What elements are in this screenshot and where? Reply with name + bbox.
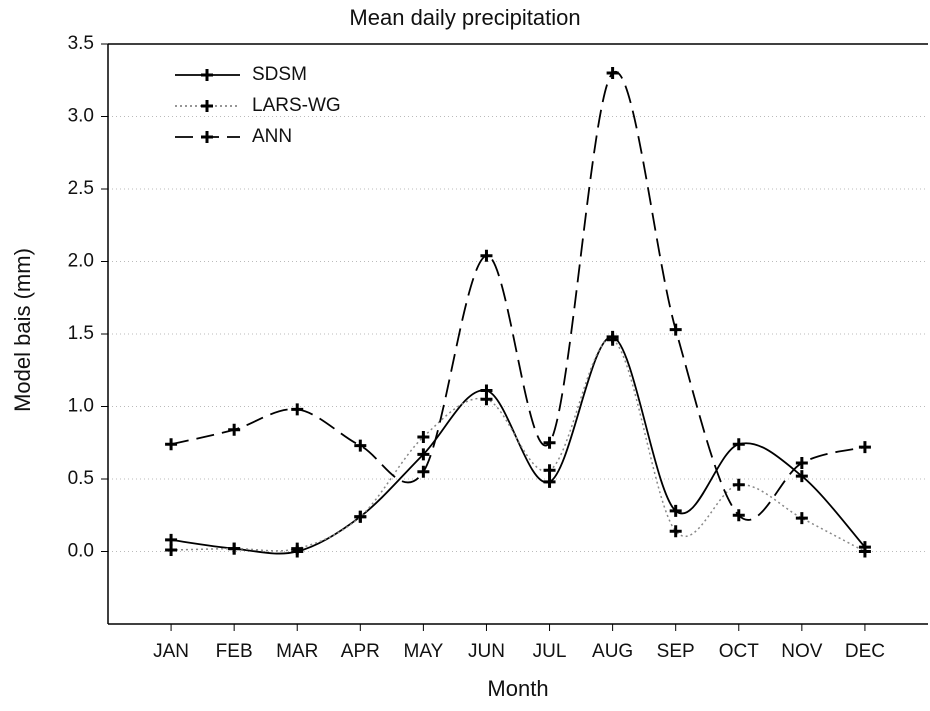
series-line [170,70,866,521]
point-marker [795,457,808,470]
x-axis-label: Month [487,676,548,701]
x-tick-label: JUL [533,641,567,662]
x-tick-label: OCT [719,641,760,662]
point-marker [669,525,682,538]
legend-label: SDSM [252,64,307,85]
point-marker [165,544,178,557]
point-marker [606,67,619,79]
x-tick-label: APR [341,641,380,662]
point-marker [669,323,682,336]
x-tick-label: JAN [153,641,189,662]
y-tick-label: 1.0 [68,396,94,417]
point-marker [543,475,556,488]
x-tick-label: MAY [404,641,444,662]
legend-label: LARS-WG [252,95,341,116]
point-marker [732,478,745,491]
y-tick-label: 2.5 [68,178,94,199]
point-marker [732,509,745,522]
point-marker [417,448,430,461]
point-marker [228,423,241,436]
point-marker [291,403,304,416]
point-marker [354,510,367,523]
legend-marker [201,69,213,81]
x-tick-label: JUN [468,641,505,662]
point-marker [165,438,178,451]
point-marker [480,249,493,262]
point-marker [543,464,556,477]
point-marker [480,393,493,406]
y-tick-label: 0.0 [68,541,94,562]
x-tick-label: DEC [845,641,885,662]
series-line [171,338,866,553]
point-marker [795,470,808,483]
legend-marker [201,131,213,143]
point-marker [354,439,367,452]
y-axis-label: Model bais (mm) [10,248,35,412]
point-marker [291,542,304,555]
point-marker [228,542,241,555]
point-marker [417,430,430,443]
y-tick-label: 1.5 [68,323,94,344]
point-marker [669,504,682,517]
x-tick-label: FEB [216,641,253,662]
point-marker [732,438,745,451]
y-tick-label: 3.5 [68,33,94,54]
point-marker [417,465,430,478]
legend-marker [201,100,213,112]
series-line [170,336,866,555]
legend-label: ANN [252,126,292,147]
chart-title: Mean daily precipitation [349,5,580,30]
y-tick-label: 0.5 [68,468,94,489]
point-marker [858,441,871,454]
x-tick-label: MAR [276,641,318,662]
x-tick-label: NOV [781,641,823,662]
y-tick-label: 2.0 [68,251,94,272]
point-marker [543,436,556,449]
y-tick-label: 3.0 [68,106,94,127]
point-marker [606,333,619,346]
x-tick-label: SEP [657,641,695,662]
point-marker [165,533,178,546]
x-tick-label: AUG [592,641,633,662]
point-marker [858,545,871,558]
point-marker [795,512,808,525]
